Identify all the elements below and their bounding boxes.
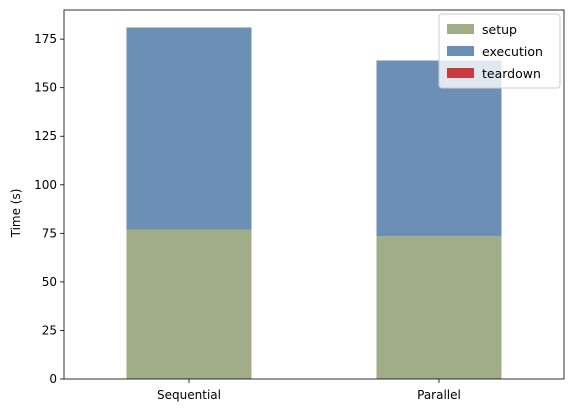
y-tick-label: 175 (34, 32, 57, 46)
y-tick-label: 25 (42, 323, 57, 337)
bar-setup-sequential (126, 229, 252, 379)
axes-layer: Sequential Parallel 0 25 50 75 100 125 150 175 (34, 9, 565, 402)
y-tick-label: 50 (42, 275, 57, 289)
x-tick-label: Sequential (157, 388, 221, 402)
bars-layer (126, 27, 502, 379)
y-tick-label: 125 (34, 129, 57, 143)
bar-execution-sequential (126, 27, 252, 230)
y-tick-label: 100 (34, 178, 57, 192)
y-tick-label: 0 (49, 372, 57, 386)
legend-swatch-teardown (447, 68, 474, 78)
plot-frame (63, 9, 565, 380)
legend-swatch-execution (447, 46, 474, 56)
bar-setup-parallel (376, 236, 502, 379)
legend-label-execution: execution (482, 44, 543, 59)
y-tick-label: 150 (34, 81, 57, 95)
legend-swatch-setup (447, 24, 474, 34)
y-axis-label: Time (s) (9, 189, 23, 239)
legend: setup execution teardown (438, 13, 561, 89)
bar-execution-parallel (376, 60, 502, 237)
y-tick-label: 75 (42, 226, 57, 240)
x-tick-label: Parallel (417, 388, 461, 402)
legend-label-teardown: teardown (482, 66, 541, 81)
legend-label-setup: setup (482, 22, 517, 37)
